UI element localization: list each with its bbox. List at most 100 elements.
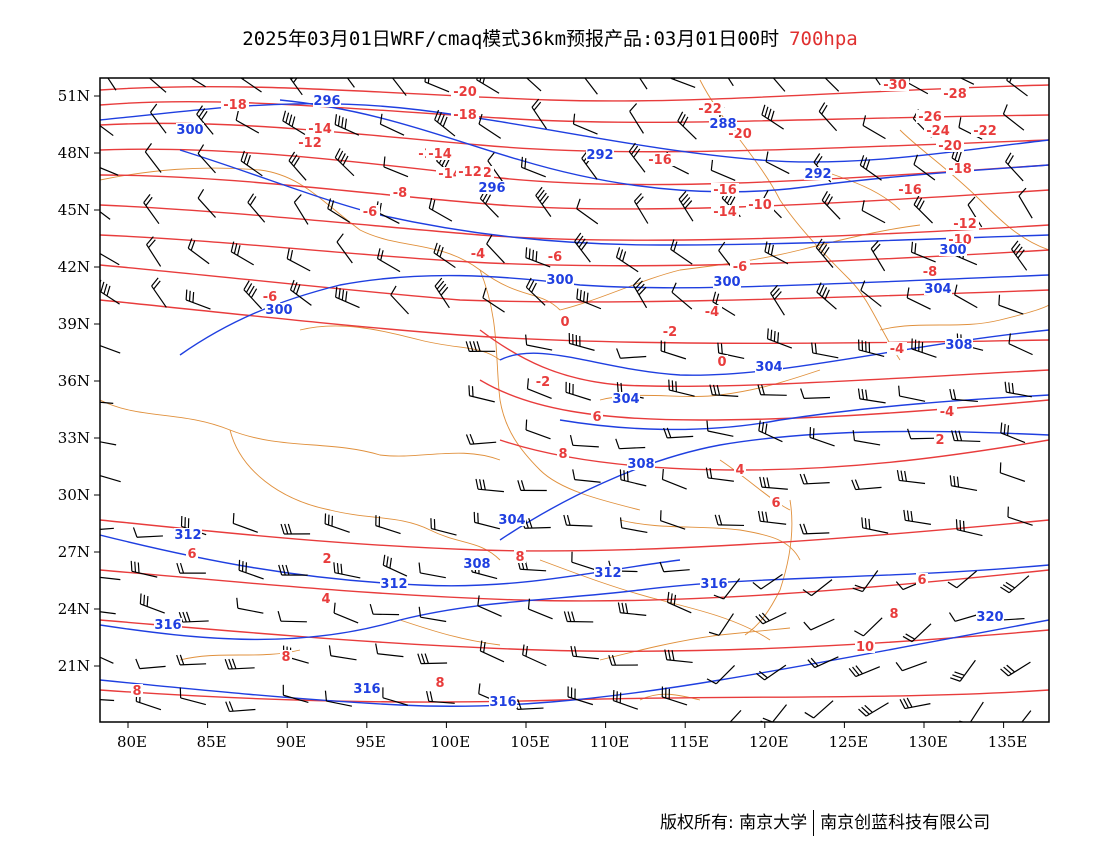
- wind-barb: [948, 612, 981, 622]
- contour-label: 300: [546, 273, 573, 288]
- footer-divider: [813, 810, 815, 836]
- contour-label: 308: [945, 338, 972, 353]
- wind-barb: [752, 573, 783, 590]
- contour-label-bg: [468, 247, 488, 260]
- wind-barb: [1011, 240, 1028, 271]
- contour-label: -14: [308, 122, 332, 137]
- height-contour: [179, 149, 1049, 246]
- contour-label: 292: [586, 148, 613, 163]
- wind-barb: [487, 152, 504, 183]
- contour-label: 316: [489, 695, 516, 710]
- province-border: [719, 459, 791, 511]
- wind-barb: [225, 701, 256, 713]
- wind-barb: [816, 282, 837, 310]
- lat-tick-label: 51N: [58, 87, 90, 105]
- contour-label: -6: [548, 250, 562, 265]
- wind-barb: [1006, 78, 1028, 97]
- contour-label-bg: [660, 325, 680, 338]
- wind-barb: [804, 700, 834, 719]
- contour-label-bg: [221, 98, 249, 111]
- province-border: [299, 325, 501, 361]
- contour-label: -14: [713, 205, 737, 220]
- wind-barb: [903, 509, 932, 525]
- wind-barb: [852, 570, 879, 593]
- wind-barb-layer: [100, 78, 1033, 722]
- contour-label-bg: [186, 547, 198, 560]
- contour-label: 0: [717, 355, 726, 370]
- wind-barb: [671, 282, 693, 310]
- contour-label-bg: [478, 181, 506, 194]
- wind-barb: [240, 150, 263, 177]
- contour-label-bg: [131, 684, 143, 697]
- lon-tick-label: 100E: [431, 733, 471, 751]
- map-title: 2025年03月01日WRF/cmaq模式36km预报产品:03月01日00时 7…: [0, 24, 1100, 51]
- contour-label-bg: [456, 165, 484, 178]
- wind-barb: [535, 186, 552, 217]
- wind-barb: [434, 109, 456, 137]
- wind-barb: [899, 697, 931, 710]
- province-border: [100, 399, 501, 461]
- contour-label: 8: [558, 447, 567, 462]
- wind-barb: [854, 617, 883, 637]
- wind-barb: [391, 78, 407, 96]
- contour-label-bg: [709, 117, 737, 130]
- contour-label: 8: [132, 684, 141, 699]
- wind-barb: [709, 384, 739, 398]
- temperature-contour: [100, 619, 1049, 653]
- contour-label-bg: [896, 183, 924, 196]
- lon-tick-label: 135E: [988, 733, 1028, 751]
- wind-barb: [906, 287, 931, 310]
- wind-barb: [336, 233, 353, 264]
- contour-label: 316: [154, 618, 181, 633]
- contour-label: 8: [515, 550, 524, 565]
- wind-barb: [335, 286, 360, 309]
- contour-label: 300: [265, 303, 292, 318]
- wind-barb: [958, 117, 983, 140]
- wind-barb: [333, 562, 361, 579]
- contour-label-bg: [353, 682, 381, 695]
- contour-label-bg: [434, 676, 446, 689]
- contour-label: 312: [380, 577, 407, 592]
- contour-label-bg: [946, 162, 974, 175]
- wind-barb: [799, 523, 830, 535]
- wind-barb: [522, 644, 547, 667]
- contour-label: -4: [940, 405, 954, 420]
- wind-barb: [949, 475, 978, 492]
- contour-label: -8: [393, 186, 407, 201]
- contour-label-bg: [746, 198, 774, 211]
- wind-barb: [670, 239, 693, 265]
- wind-barb: [677, 111, 697, 140]
- wind-barb: [280, 523, 311, 535]
- wind-barb: [570, 645, 599, 660]
- contour-label-bg: [280, 650, 292, 663]
- contour-label-bg: [730, 260, 750, 273]
- wind-barb: [660, 340, 687, 360]
- wind-barb: [293, 194, 309, 225]
- lat-tick-label: 30N: [58, 486, 90, 504]
- wind-barb: [568, 333, 595, 351]
- wind-barb: [517, 480, 547, 492]
- contour-label: 300: [939, 243, 966, 258]
- height-contour: [100, 619, 1049, 707]
- wind-barb: [766, 328, 793, 349]
- contour-label: -14: [438, 167, 462, 182]
- wind-barb: [477, 595, 502, 617]
- wind-barb: [197, 144, 216, 174]
- lon-tick-label: 125E: [829, 733, 869, 751]
- contour-label: 300: [176, 123, 203, 138]
- wind-barb: [278, 564, 308, 576]
- wind-barb: [708, 613, 734, 636]
- contour-label: -8: [923, 265, 937, 280]
- contour-label: -20: [728, 127, 752, 142]
- temperature-contour: [100, 204, 1049, 241]
- contour-label-bg: [939, 243, 967, 256]
- wind-barb: [666, 591, 692, 614]
- wind-barb: [289, 279, 312, 306]
- wind-barb: [706, 420, 734, 437]
- wind-barb: [895, 661, 927, 672]
- wind-barb: [870, 240, 886, 272]
- wind-barb: [382, 687, 409, 706]
- wind-barb: [619, 517, 648, 533]
- contour-label: -4: [471, 247, 485, 262]
- contour-label: 6: [917, 573, 926, 588]
